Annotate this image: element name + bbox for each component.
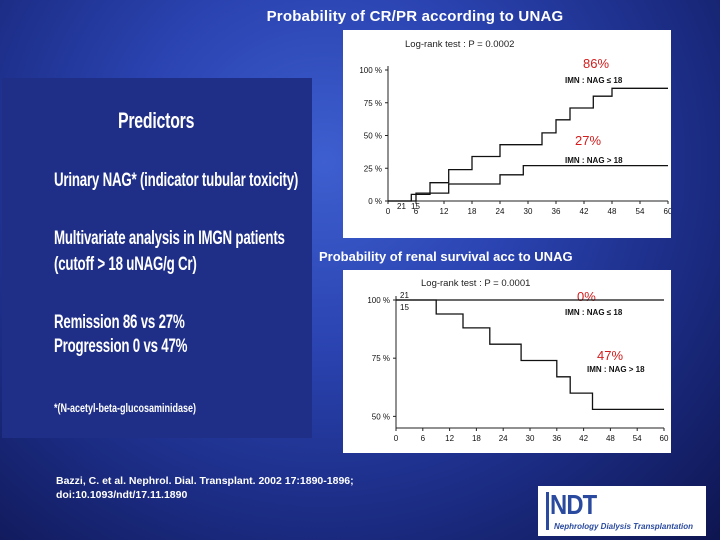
citation: Bazzi, C. et al. Nephrol. Dial. Transpla… [56,474,354,502]
chart1-x-tick-label-0: 0 [386,207,391,216]
chart1-x-tick-label-6: 36 [552,207,561,216]
chart1-n-at-risk-1: 15 [411,202,420,211]
chart1-x-tick-label-2: 12 [440,207,449,216]
chart1-x-tick-label-4: 24 [496,207,505,216]
predictor-urinary-nag: Urinary NAG* (indicator tubular toxicity… [54,170,299,191]
chart2-percent-label-1: 47% [597,348,623,363]
chart1-y-tick-label-3: 75 % [364,99,382,108]
renal-survival-title: Probability of renal survival acc to UNA… [319,249,573,264]
chart2-percent-label-0: 0% [577,289,596,304]
predictors-heading: Predictors [118,108,195,133]
chart2-n-at-risk-1: 15 [400,303,409,312]
chart1-x-tick-label-10: 60 [664,207,671,216]
chart2-series-name-1: IMN : NAG > 18 [587,365,645,374]
chart1-n-at-risk-0: 21 [397,202,406,211]
chart2-series-1-line [396,299,664,411]
chart1-x-tick-label-5: 30 [524,207,533,216]
chart2-y-tick-label-0: 50 % [372,412,390,421]
ndt-logo-word: NDT [550,489,597,520]
chart2-n-at-risk-0: 21 [400,291,409,300]
chart1-x-tick-label-8: 48 [608,207,617,216]
chart1-x-tick-label-1: 6 [414,207,419,216]
chart2-x-tick-label-3: 18 [472,434,481,443]
chart2-y-tick-label-1: 75 % [372,354,390,363]
chart2-series-name-0: IMN : NAG ≤ 18 [565,308,623,317]
chart1-y-tick-label-4: 100 % [359,66,382,75]
chart1-x-tick-label-3: 18 [468,207,477,216]
chart-renal-survival: Log-rank test : P = 0.0001 21 15 0% IMN … [367,278,669,443]
chart2-x-tick-label-8: 48 [606,434,615,443]
chart1-percent-label-0: 86% [583,56,609,71]
ndt-logo: NDT Nephrology Dialysis Transplantation [538,486,706,536]
chart2-logrank: Log-rank test : P = 0.0001 [421,278,530,289]
chart2-x-tick-label-10: 60 [660,434,669,443]
chart-cr-pr-panel: Log-rank test : P = 0.0002 21 15 86% IMN… [343,30,671,238]
chart1-y-tick-label-0: 0 % [368,197,382,206]
ndt-logo-bar [546,492,549,530]
chart1-series-1-line [388,164,668,202]
chart2-x-tick-label-4: 24 [499,434,508,443]
predictors-panel: Predictors Urinary NAG* (indicator tubul… [2,78,312,438]
chart1-series-0-line [388,87,668,202]
citation-line-2: doi:10.1093/ndt/17.11.1890 [56,489,188,501]
predictor-multivariate: Multivariate analysis in IMGN patients [54,228,285,249]
chart1-y-tick-label-2: 50 % [364,132,382,141]
citation-line-1: Bazzi, C. et al. Nephrol. Dial. Transpla… [56,475,354,487]
chart1-series-name-1: IMN : NAG > 18 [565,156,623,165]
chart1-x-tick-label-7: 42 [580,207,589,216]
slide-title: Probability of CR/PR according to UNAG [266,8,564,25]
chart-cr-pr: Log-rank test : P = 0.0002 21 15 86% IMN… [359,39,671,216]
chart2-y-tick-label-2: 100 % [367,296,390,305]
ndt-logo-subtitle: Nephrology Dialysis Transplantation [554,522,693,531]
chart2-x-tick-label-1: 6 [421,434,426,443]
predictor-footnote: *(N-acetyl-beta-glucosaminidase) [54,401,197,415]
predictor-progression: Progression 0 vs 47% [54,336,188,357]
chart2-x-tick-label-7: 42 [579,434,588,443]
chart2-x-tick-label-5: 30 [526,434,535,443]
chart1-x-tick-label-9: 54 [636,207,645,216]
chart1-logrank: Log-rank test : P = 0.0002 [405,39,514,50]
chart-renal-survival-panel: Log-rank test : P = 0.0001 21 15 0% IMN … [343,270,671,453]
predictor-cutoff: (cutoff > 18 uNAG/g Cr) [54,254,197,275]
chart2-x-tick-label-6: 36 [552,434,561,443]
chart1-series-name-0: IMN : NAG ≤ 18 [565,76,623,85]
chart2-x-tick-label-0: 0 [394,434,399,443]
chart2-x-tick-label-2: 12 [445,434,454,443]
predictor-remission: Remission 86 vs 27% [54,312,185,333]
chart1-y-tick-label-1: 25 % [364,164,382,173]
chart2-x-tick-label-9: 54 [633,434,642,443]
chart1-percent-label-1: 27% [575,133,601,148]
